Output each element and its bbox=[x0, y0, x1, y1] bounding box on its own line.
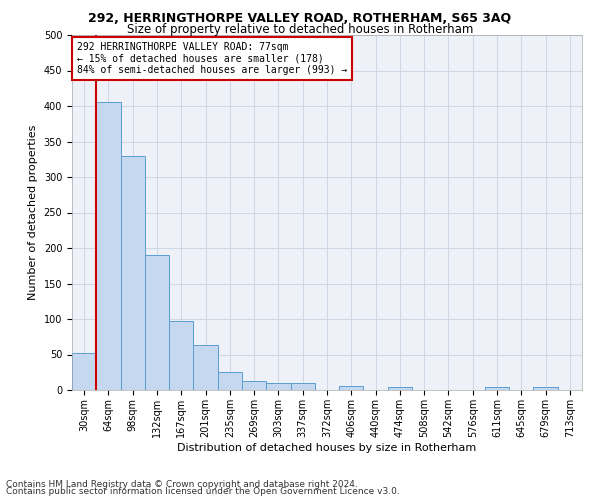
Bar bbox=[169, 321, 193, 390]
Bar bbox=[388, 387, 412, 390]
Bar bbox=[193, 346, 218, 390]
Bar bbox=[485, 387, 509, 390]
Text: 292 HERRINGTHORPE VALLEY ROAD: 77sqm
← 15% of detached houses are smaller (178)
: 292 HERRINGTHORPE VALLEY ROAD: 77sqm ← 1… bbox=[77, 42, 347, 76]
X-axis label: Distribution of detached houses by size in Rotherham: Distribution of detached houses by size … bbox=[178, 442, 476, 452]
Bar bbox=[266, 383, 290, 390]
Bar bbox=[242, 381, 266, 390]
Bar bbox=[533, 387, 558, 390]
Bar bbox=[290, 383, 315, 390]
Text: Size of property relative to detached houses in Rotherham: Size of property relative to detached ho… bbox=[127, 22, 473, 36]
Text: Contains public sector information licensed under the Open Government Licence v3: Contains public sector information licen… bbox=[6, 488, 400, 496]
Bar bbox=[145, 255, 169, 390]
Bar bbox=[339, 386, 364, 390]
Bar bbox=[121, 156, 145, 390]
Text: Contains HM Land Registry data © Crown copyright and database right 2024.: Contains HM Land Registry data © Crown c… bbox=[6, 480, 358, 489]
Bar bbox=[218, 372, 242, 390]
Bar bbox=[96, 102, 121, 390]
Y-axis label: Number of detached properties: Number of detached properties bbox=[28, 125, 38, 300]
Bar bbox=[72, 353, 96, 390]
Text: 292, HERRINGTHORPE VALLEY ROAD, ROTHERHAM, S65 3AQ: 292, HERRINGTHORPE VALLEY ROAD, ROTHERHA… bbox=[88, 12, 512, 26]
